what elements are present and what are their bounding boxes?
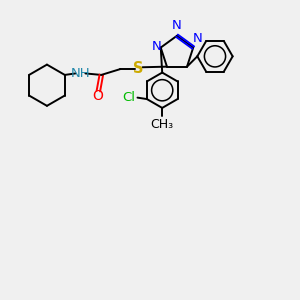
Text: O: O [92, 89, 103, 103]
Text: CH₃: CH₃ [151, 118, 174, 131]
Text: Cl: Cl [123, 91, 136, 103]
Text: NH: NH [70, 67, 90, 80]
Text: S: S [134, 61, 144, 76]
Text: N: N [172, 19, 181, 32]
Text: N: N [193, 32, 202, 45]
Text: N: N [152, 40, 161, 53]
